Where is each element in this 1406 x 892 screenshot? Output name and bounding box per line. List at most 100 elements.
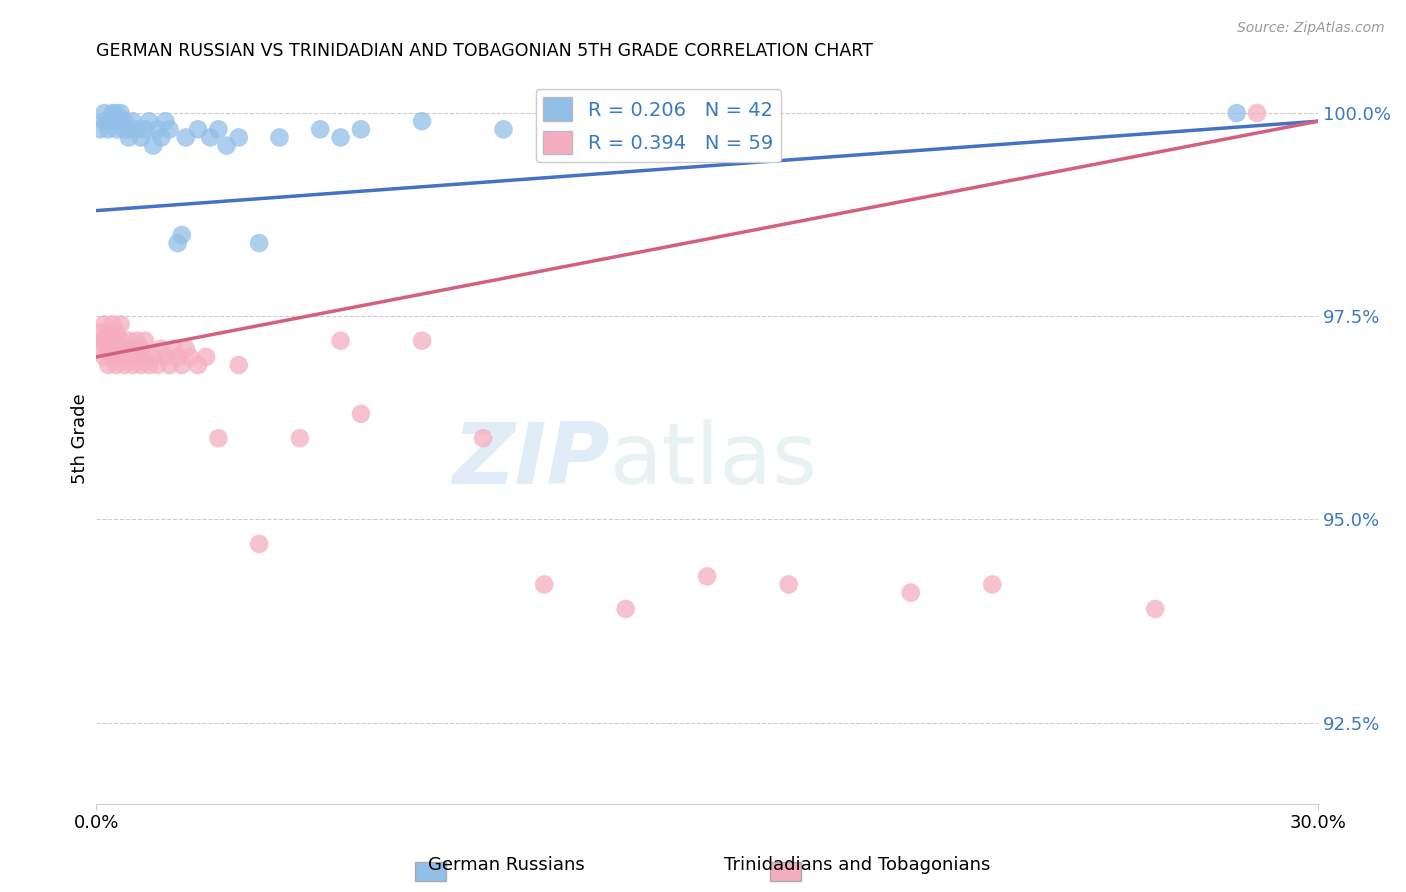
Point [110,350,132,364]
Point [215,138,238,153]
Point [101,318,124,332]
Point [166,350,188,364]
Point [125,334,148,348]
Point [105,358,128,372]
Point [138,358,160,372]
Point [114,122,136,136]
Point [134,334,156,348]
Legend: R = 0.206   N = 42, R = 0.394   N = 59: R = 0.206 N = 42, R = 0.394 N = 59 [536,89,782,162]
Point [129,130,152,145]
Point [125,122,148,136]
Point [121,358,143,372]
Point [93,318,115,332]
Point [114,342,136,356]
Point [138,114,160,128]
Point [118,130,141,145]
Point [142,350,165,364]
Point [150,342,173,356]
Point [118,334,141,348]
Point [89,122,111,136]
Point [269,130,291,145]
Point [411,334,433,348]
Point [146,122,169,136]
Point [195,350,218,364]
Point [97,342,120,356]
Point [288,431,311,445]
Point [93,106,115,120]
Point [472,431,495,445]
Point [110,106,132,120]
Point [981,577,1004,591]
Point [134,350,156,364]
Point [247,236,270,251]
Text: Trinidadians and Tobagonians: Trinidadians and Tobagonians [724,855,991,873]
Point [89,326,111,340]
Point [101,334,124,348]
Point [228,130,250,145]
Point [155,350,177,364]
Point [105,122,128,136]
Point [97,122,120,136]
Point [114,358,136,372]
Point [129,342,152,356]
Point [162,342,184,356]
Text: GERMAN RUSSIAN VS TRINIDADIAN AND TOBAGONIAN 5TH GRADE CORRELATION CHART: GERMAN RUSSIAN VS TRINIDADIAN AND TOBAGO… [96,42,873,60]
Point [118,350,141,364]
Point [350,407,373,421]
Point [329,334,352,348]
Point [1144,602,1167,616]
Point [142,138,165,153]
Point [492,122,515,136]
Point [110,318,132,332]
Point [187,358,209,372]
Point [174,342,197,356]
Point [93,350,115,364]
Point [110,114,132,128]
Point [1226,106,1249,120]
Text: ZIP: ZIP [451,418,609,501]
Point [247,537,270,551]
Point [93,114,115,128]
Y-axis label: 5th Grade: 5th Grade [72,392,89,483]
Point [89,334,111,348]
Text: German Russians: German Russians [427,855,585,873]
Point [170,227,193,242]
Point [159,358,181,372]
Point [900,585,922,599]
Point [101,350,124,364]
Point [655,106,678,120]
Point [89,342,111,356]
Point [150,130,173,145]
Point [159,122,181,136]
Point [614,602,637,616]
Point [97,114,120,128]
Point [134,122,156,136]
Point [778,577,800,591]
Point [207,431,229,445]
Point [121,114,143,128]
Point [1246,106,1268,120]
Point [228,358,250,372]
Text: atlas: atlas [609,418,817,501]
Point [146,358,169,372]
Point [207,122,229,136]
Point [155,114,177,128]
Point [118,122,141,136]
Point [101,106,124,120]
Point [105,342,128,356]
Point [411,114,433,128]
Point [129,358,152,372]
Point [105,106,128,120]
Point [309,122,332,136]
Point [170,358,193,372]
Point [200,130,222,145]
Point [696,569,718,583]
Point [533,577,555,591]
Point [110,334,132,348]
Point [114,114,136,128]
Point [187,122,209,136]
Point [93,334,115,348]
Point [329,130,352,145]
Point [121,342,143,356]
Point [97,326,120,340]
